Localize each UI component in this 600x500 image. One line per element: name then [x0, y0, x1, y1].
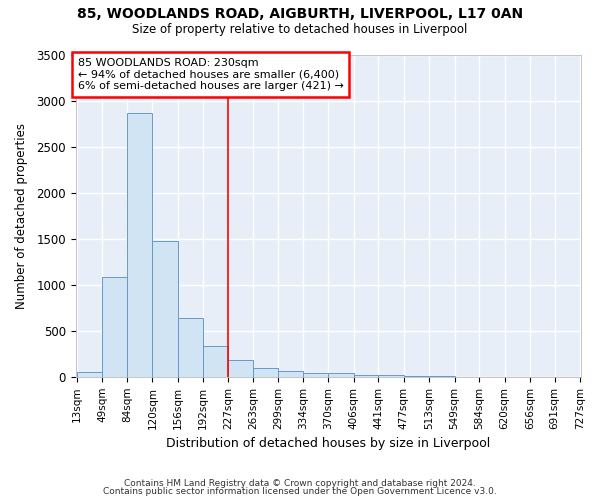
- Bar: [127, 113, 152, 377]
- Bar: [228, 360, 253, 377]
- Text: Size of property relative to detached houses in Liverpool: Size of property relative to detached ho…: [133, 22, 467, 36]
- Bar: [203, 346, 228, 377]
- Bar: [278, 371, 303, 377]
- Text: 85, WOODLANDS ROAD, AIGBURTH, LIVERPOOL, L17 0AN: 85, WOODLANDS ROAD, AIGBURTH, LIVERPOOL,…: [77, 8, 523, 22]
- Y-axis label: Number of detached properties: Number of detached properties: [15, 123, 28, 309]
- Bar: [404, 376, 429, 377]
- Bar: [354, 375, 379, 377]
- Bar: [253, 368, 278, 377]
- Bar: [328, 373, 354, 377]
- Bar: [379, 376, 404, 377]
- Bar: [77, 372, 103, 377]
- Bar: [303, 372, 328, 377]
- Bar: [178, 318, 203, 377]
- Text: Contains HM Land Registry data © Crown copyright and database right 2024.: Contains HM Land Registry data © Crown c…: [124, 478, 476, 488]
- Text: 85 WOODLANDS ROAD: 230sqm
← 94% of detached houses are smaller (6,400)
6% of sem: 85 WOODLANDS ROAD: 230sqm ← 94% of detac…: [78, 58, 344, 91]
- Bar: [152, 240, 178, 377]
- Bar: [103, 277, 127, 377]
- X-axis label: Distribution of detached houses by size in Liverpool: Distribution of detached houses by size …: [166, 437, 491, 450]
- Text: Contains public sector information licensed under the Open Government Licence v3: Contains public sector information licen…: [103, 487, 497, 496]
